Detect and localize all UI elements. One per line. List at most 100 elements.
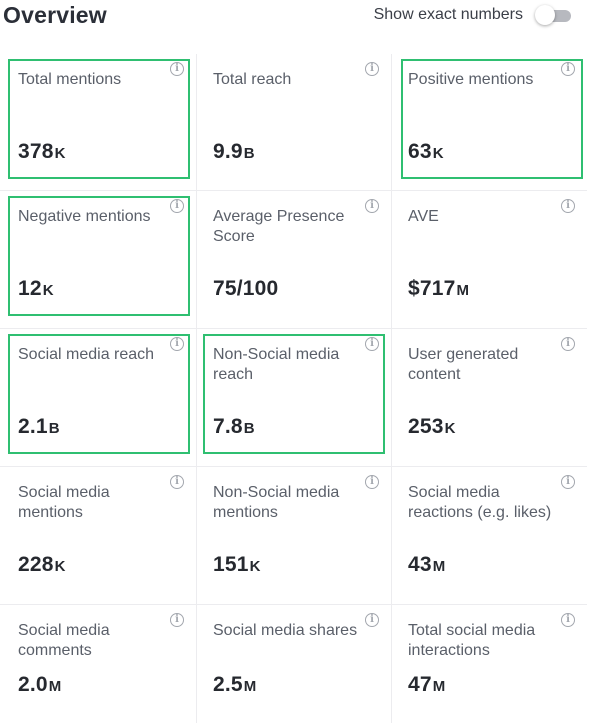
highlight-frame — [401, 59, 583, 179]
metric-unit: M — [243, 678, 257, 695]
metric-unit: M — [456, 282, 470, 299]
metric-number: 63 — [408, 140, 432, 163]
metric-card-total-social-media-interactions: Total social media interactions 47M i — [392, 605, 587, 723]
metric-card-average-presence-score: Average Presence Score 75/100 i — [197, 191, 392, 329]
overview-header: Overview Show exact numbers — [0, 0, 593, 44]
metric-number: 12 — [18, 277, 42, 300]
metric-value: 7.8B — [213, 415, 255, 439]
metric-unit: M — [432, 678, 446, 695]
metric-value: 228K — [18, 553, 66, 577]
metric-label: Average Presence Score — [213, 208, 345, 245]
metric-value: 75/100 — [213, 277, 279, 301]
metric-label: Total reach — [213, 71, 292, 88]
metric-label: Positive mentions — [408, 71, 534, 88]
metric-label: User generated content — [408, 346, 519, 383]
metric-card-social-media-comments: Social media comments 2.0M i — [0, 605, 197, 723]
metric-card-ave: AVE $717M i — [392, 191, 587, 329]
info-icon[interactable]: i — [170, 62, 184, 76]
info-icon[interactable]: i — [561, 199, 575, 213]
metric-number: 47 — [408, 673, 432, 696]
highlight-frame — [8, 334, 190, 454]
metric-value: 151K — [213, 553, 261, 577]
exact-numbers-toggle-group: Show exact numbers — [374, 5, 573, 25]
info-icon[interactable]: i — [365, 337, 379, 351]
metric-label: Negative mentions — [18, 208, 151, 225]
info-icon[interactable]: i — [561, 613, 575, 627]
metric-value: 43M — [408, 553, 445, 577]
highlight-frame — [203, 334, 385, 454]
metric-card-total-mentions: Total mentions 378K i — [0, 54, 197, 191]
page-title: Overview — [3, 2, 107, 28]
metric-label: Total social media interactions — [408, 622, 536, 659]
metric-number: 2.0 — [18, 673, 48, 696]
metric-unit: K — [54, 145, 66, 162]
metric-unit: M — [48, 678, 62, 695]
exact-numbers-toggle[interactable] — [535, 5, 573, 25]
metric-number: 253 — [408, 415, 444, 438]
metric-number: 2.1 — [18, 415, 48, 438]
metric-value: 253K — [408, 415, 456, 439]
metric-unit: K — [42, 282, 54, 299]
metric-card-negative-mentions: Negative mentions 12K i — [0, 191, 197, 329]
metric-unit: B — [243, 420, 255, 437]
metric-unit: K — [444, 420, 456, 437]
metric-label: Social media comments — [18, 622, 110, 659]
metric-card-social-media-shares: Social media shares 2.5M i — [197, 605, 392, 723]
metric-card-social-media-reach: Social media reach 2.1B i — [0, 329, 197, 467]
metric-card-positive-mentions: Positive mentions 63K i — [392, 54, 587, 191]
metric-value: 47M — [408, 673, 445, 697]
metric-unit: K — [432, 145, 444, 162]
metric-number: $717 — [408, 277, 456, 300]
info-icon[interactable]: i — [365, 199, 379, 213]
metric-unit: K — [54, 558, 66, 575]
metric-number: 378 — [18, 140, 54, 163]
metric-number: 43 — [408, 553, 432, 576]
metric-unit: K — [249, 558, 261, 575]
metric-card-social-media-mentions: Social media mentions 228K i — [0, 467, 197, 605]
metric-card-non-social-media-mentions: Non-Social media mentions 151K i — [197, 467, 392, 605]
metric-number: 2.5 — [213, 673, 243, 696]
metric-value: 63K — [408, 140, 444, 164]
metric-label: Social media reach — [18, 346, 155, 363]
info-icon[interactable]: i — [365, 613, 379, 627]
metrics-grid: Total mentions 378K i Total reach 9.9B i… — [0, 54, 587, 723]
toggle-label: Show exact numbers — [373, 6, 523, 23]
metric-value: 2.1B — [18, 415, 60, 439]
metric-value: 9.9B — [213, 140, 255, 164]
info-icon[interactable]: i — [365, 475, 379, 489]
metric-number: 75/100 — [213, 277, 279, 300]
highlight-frame — [8, 196, 190, 316]
info-icon[interactable]: i — [561, 62, 575, 76]
metric-unit: M — [432, 558, 446, 575]
metric-value: 2.0M — [18, 673, 62, 697]
metric-value: 378K — [18, 140, 66, 164]
info-icon[interactable]: i — [170, 199, 184, 213]
metric-number: 9.9 — [213, 140, 243, 163]
metric-label: AVE — [408, 208, 439, 225]
metric-number: 7.8 — [213, 415, 243, 438]
metric-label: Social media mentions — [18, 484, 110, 521]
metric-label: Non-Social media mentions — [213, 484, 340, 521]
metric-value: 2.5M — [213, 673, 257, 697]
info-icon[interactable]: i — [561, 337, 575, 351]
metric-card-total-reach: Total reach 9.9B i — [197, 54, 392, 191]
info-icon[interactable]: i — [170, 475, 184, 489]
metric-card-user-generated-content: User generated content 253K i — [392, 329, 587, 467]
info-icon[interactable]: i — [170, 337, 184, 351]
metric-unit: B — [48, 420, 60, 437]
metric-number: 151 — [213, 553, 249, 576]
toggle-knob — [535, 5, 555, 25]
metric-value: $717M — [408, 277, 469, 301]
info-icon[interactable]: i — [170, 613, 184, 627]
metric-label: Total mentions — [18, 71, 122, 88]
metric-label: Non-Social media reach — [213, 346, 340, 383]
metric-card-non-social-media-reach: Non-Social media reach 7.8B i — [197, 329, 392, 467]
metric-unit: B — [243, 145, 255, 162]
info-icon[interactable]: i — [561, 475, 575, 489]
metric-label: Social media shares — [213, 622, 358, 639]
info-icon[interactable]: i — [365, 62, 379, 76]
metric-number: 228 — [18, 553, 54, 576]
highlight-frame — [8, 59, 190, 179]
metric-value: 12K — [18, 277, 54, 301]
